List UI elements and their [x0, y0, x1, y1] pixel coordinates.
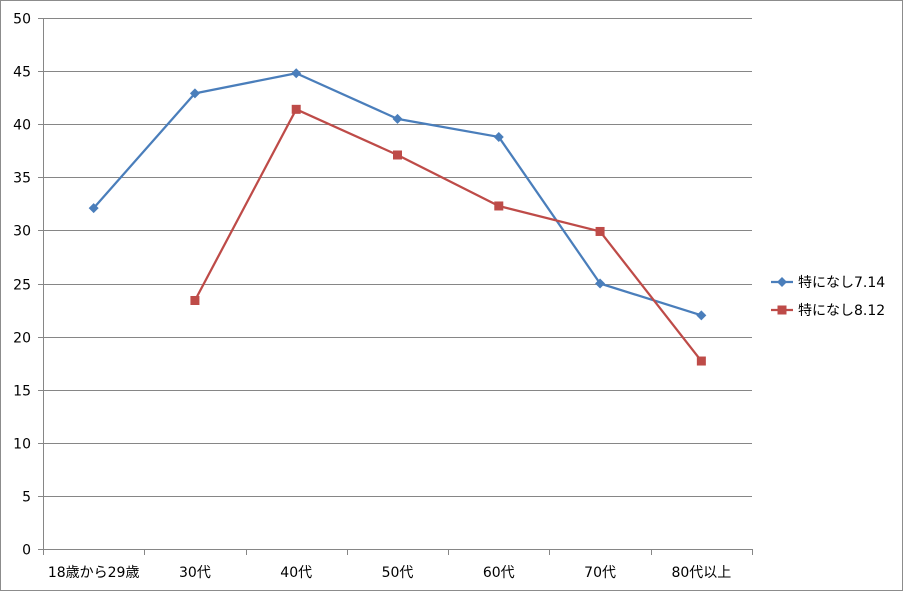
series-line [193, 108, 703, 362]
x-tick-label: 70代 [584, 565, 616, 581]
series-line [92, 72, 702, 317]
legend-label: 特になし8.12 [798, 303, 885, 319]
y-tick-label: 20 [13, 331, 31, 347]
legend-item-1: 特になし7.14 [771, 275, 885, 291]
y-tick-label: 5 [22, 490, 31, 506]
y-tick-label: 25 [13, 278, 31, 294]
y-tick-labels: 0 5 10 15 20 25 30 35 40 45 50 [13, 12, 31, 559]
x-tick-label: 40代 [280, 565, 312, 581]
y-tick-label: 15 [13, 384, 31, 400]
legend-label: 特になし7.14 [798, 275, 885, 291]
data-point [190, 295, 200, 305]
data-point [291, 104, 301, 114]
y-tick-label: 0 [22, 543, 31, 559]
data-point [696, 356, 706, 366]
y-tick-label: 50 [13, 12, 31, 28]
data-point [595, 278, 606, 289]
gridlines [43, 18, 752, 497]
data-point [393, 150, 402, 160]
data-point [88, 203, 99, 214]
axes [38, 18, 753, 555]
data-point [189, 88, 200, 99]
x-tick-label: 18歳から29歳 [48, 565, 140, 581]
x-tick-labels: 18歳から29歳 30代 40代 50代 60代 70代 80代以上 [48, 565, 731, 581]
x-tick-label: 30代 [179, 565, 211, 581]
data-point [493, 131, 504, 142]
data-point [777, 277, 787, 287]
y-tick-label: 30 [13, 224, 31, 240]
data-point [696, 310, 707, 321]
series-1 [88, 68, 707, 321]
x-tick-label: 60代 [483, 565, 515, 581]
data-point [392, 113, 403, 124]
y-tick-label: 35 [13, 171, 31, 187]
legend: 特になし7.14 特になし8.12 [771, 275, 885, 319]
data-point [494, 201, 504, 211]
x-tick-label: 50代 [382, 565, 414, 581]
series [88, 68, 707, 366]
data-point [777, 305, 787, 315]
y-tick-label: 45 [13, 65, 31, 81]
y-tick-label: 40 [13, 118, 31, 134]
legend-item-2: 特になし8.12 [771, 303, 885, 319]
data-point [291, 68, 302, 79]
data-point [595, 226, 605, 236]
series-2 [190, 104, 706, 366]
x-tick-label: 80代以上 [671, 565, 731, 581]
y-tick-label: 10 [13, 437, 31, 453]
